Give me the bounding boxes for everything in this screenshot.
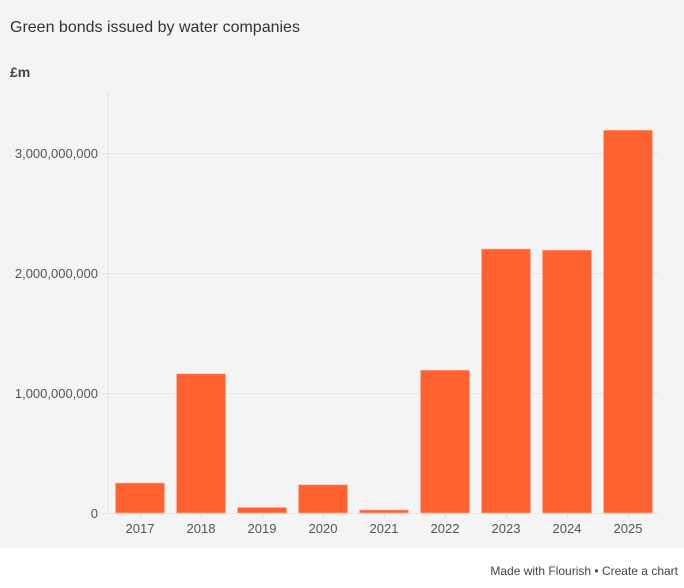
- create-chart-link[interactable]: Create a chart: [601, 564, 678, 578]
- bar-2019[interactable]: [237, 507, 287, 514]
- x-tick-label: 2022: [431, 521, 460, 536]
- bar-2023[interactable]: [481, 248, 531, 514]
- bar-2022[interactable]: [420, 369, 470, 514]
- y-tick-label: 3,000,000,000: [15, 146, 98, 161]
- bar-2021[interactable]: [359, 509, 409, 514]
- x-tick-label: 2025: [614, 521, 643, 536]
- x-tick-label: 2023: [492, 521, 521, 536]
- unit-label: £m: [10, 64, 31, 80]
- x-axis-ticks: 2017 2018 2019 2020 2021 2022 2023 2024 2025: [126, 513, 643, 536]
- bar-2024[interactable]: [542, 249, 592, 514]
- bar-2020[interactable]: [298, 484, 348, 514]
- y-axis-ticks: 0 1,000,000,000 2,000,000,000 3,000,000,000: [15, 146, 98, 521]
- chart-title: Green bonds issued by water companies: [10, 19, 300, 36]
- bars: [115, 129, 653, 514]
- y-tick-label: 1,000,000,000: [15, 386, 98, 401]
- x-tick-label: 2024: [553, 521, 582, 536]
- made-with-flourish-link[interactable]: Made with Flourish: [490, 564, 592, 578]
- footer-separator: •: [591, 564, 602, 578]
- x-tick-label: 2020: [309, 521, 338, 536]
- x-tick-label: 2018: [187, 521, 216, 536]
- footer: Made with Flourish • Create a chart: [490, 564, 678, 578]
- x-tick-label: 2021: [370, 521, 399, 536]
- x-tick-label: 2017: [126, 521, 155, 536]
- y-tick-label: 2,000,000,000: [15, 266, 98, 281]
- y-tick-label: 0: [91, 506, 98, 521]
- bar-2017[interactable]: [115, 482, 165, 514]
- x-tick-label: 2019: [248, 521, 277, 536]
- bar-2018[interactable]: [176, 373, 226, 514]
- chart-area: Green bonds issued by water companies £m…: [0, 0, 684, 548]
- bar-chart: 0 1,000,000,000 2,000,000,000 3,000,000,000…: [15, 93, 659, 536]
- bar-2025[interactable]: [603, 129, 653, 514]
